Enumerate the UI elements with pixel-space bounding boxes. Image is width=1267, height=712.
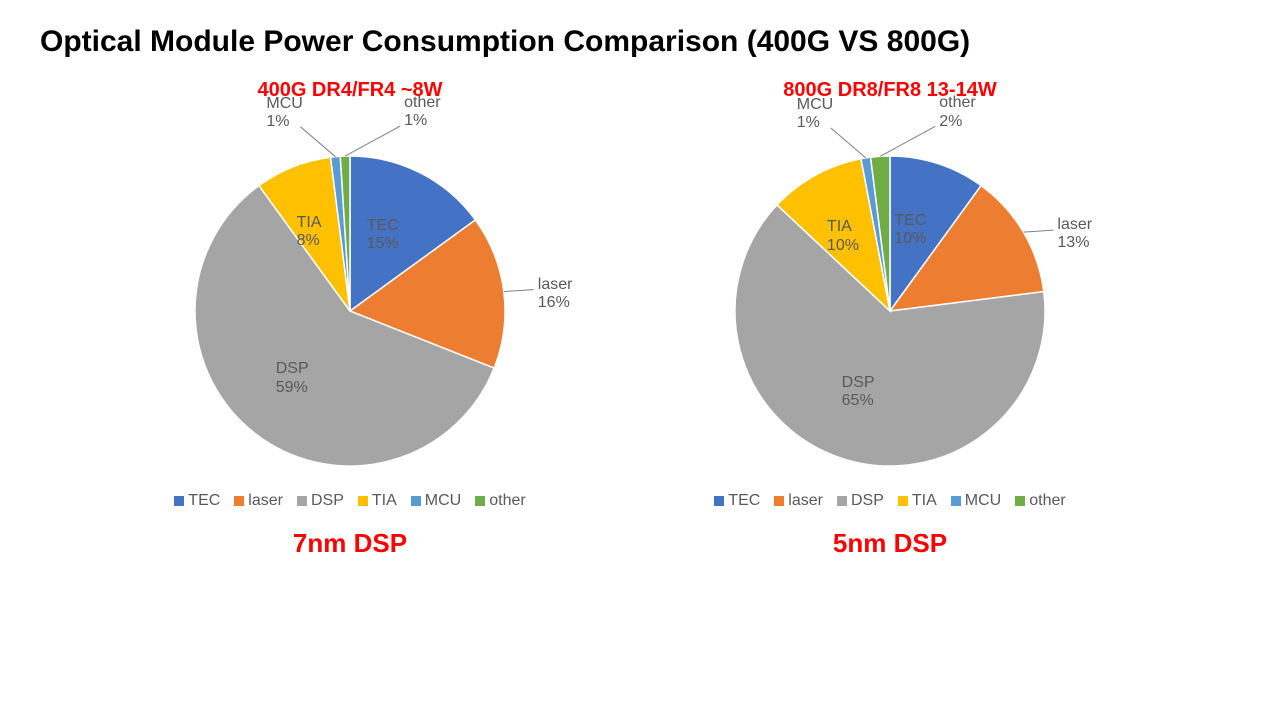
- legend-item-mcu: MCU: [951, 492, 1001, 510]
- page-title: Optical Module Power Consumption Compari…: [0, 0, 1267, 69]
- legend-swatch: [898, 496, 908, 506]
- legend-label: TIA: [372, 492, 397, 510]
- legend-item-laser: laser: [234, 492, 283, 510]
- leader-line: [1023, 230, 1053, 232]
- legend-swatch: [951, 496, 961, 506]
- slice-label-other: other2%: [939, 94, 975, 131]
- legend-item-dsp: DSP: [837, 492, 884, 510]
- leader-line: [831, 128, 866, 158]
- legend-item-tia: TIA: [898, 492, 937, 510]
- legend-item-dsp: DSP: [297, 492, 344, 510]
- legend-item-mcu: MCU: [411, 492, 461, 510]
- legend-label: TEC: [188, 492, 220, 510]
- slice-label-laser: laser16%: [538, 276, 573, 313]
- legend-swatch: [475, 496, 485, 506]
- legend-item-laser: laser: [774, 492, 823, 510]
- charts-row: 400G DR4/FR4 ~8W TEC15%laser16%DSP59%TIA…: [0, 69, 1267, 559]
- slice-label-tec: TEC15%: [367, 217, 399, 254]
- bottom-label-800g: 5nm DSP: [833, 528, 947, 559]
- slice-label-tec: TEC10%: [894, 212, 926, 249]
- bottom-label-400g: 7nm DSP: [293, 528, 407, 559]
- legend-label: TIA: [912, 492, 937, 510]
- legend-label: laser: [248, 492, 283, 510]
- chart-panel-400g: 400G DR4/FR4 ~8W TEC15%laser16%DSP59%TIA…: [80, 69, 620, 559]
- legend-label: DSP: [311, 492, 344, 510]
- legend-swatch: [714, 496, 724, 506]
- slice-label-dsp: DSP59%: [276, 360, 309, 397]
- legend-label: DSP: [851, 492, 884, 510]
- pie-chart: [680, 106, 1100, 486]
- legend-swatch: [774, 496, 784, 506]
- legend-swatch: [411, 496, 421, 506]
- pie-chart: [140, 106, 560, 486]
- legend-item-tec: TEC: [714, 492, 760, 510]
- legend-label: TEC: [728, 492, 760, 510]
- legend-label: laser: [788, 492, 823, 510]
- legend-swatch: [297, 496, 307, 506]
- legend-item-tec: TEC: [174, 492, 220, 510]
- legend-label: other: [489, 492, 525, 510]
- legend-swatch: [837, 496, 847, 506]
- leader-line: [880, 126, 935, 156]
- legend-swatch: [358, 496, 368, 506]
- slice-label-other: other1%: [404, 94, 440, 131]
- slice-label-dsp: DSP65%: [842, 374, 875, 411]
- legend-item-tia: TIA: [358, 492, 397, 510]
- legend-400g: TEC laser DSP TIA MCU other: [174, 492, 525, 510]
- legend-800g: TEC laser DSP TIA MCU other: [714, 492, 1065, 510]
- legend-label: MCU: [965, 492, 1001, 510]
- legend-swatch: [174, 496, 184, 506]
- leader-line: [345, 126, 400, 156]
- slice-label-tia: TIA8%: [297, 214, 322, 251]
- leader-line: [300, 127, 335, 157]
- legend-item-other: other: [1015, 492, 1065, 510]
- chart-panel-800g: 800G DR8/FR8 13-14W TEC10%laser13%DSP65%…: [620, 69, 1160, 559]
- legend-swatch: [234, 496, 244, 506]
- slice-label-laser: laser13%: [1057, 216, 1092, 253]
- legend-label: MCU: [425, 492, 461, 510]
- legend-label: other: [1029, 492, 1065, 510]
- legend-item-other: other: [475, 492, 525, 510]
- legend-swatch: [1015, 496, 1025, 506]
- slice-label-mcu: MCU1%: [797, 96, 833, 133]
- leader-line: [504, 290, 534, 292]
- pie-wrap-800g: TEC10%laser13%DSP65%TIA10%MCU1%other2%: [680, 106, 1100, 486]
- slice-label-tia: TIA10%: [827, 218, 859, 255]
- pie-wrap-400g: TEC15%laser16%DSP59%TIA8%MCU1%other1%: [140, 106, 560, 486]
- slice-label-mcu: MCU1%: [266, 95, 302, 132]
